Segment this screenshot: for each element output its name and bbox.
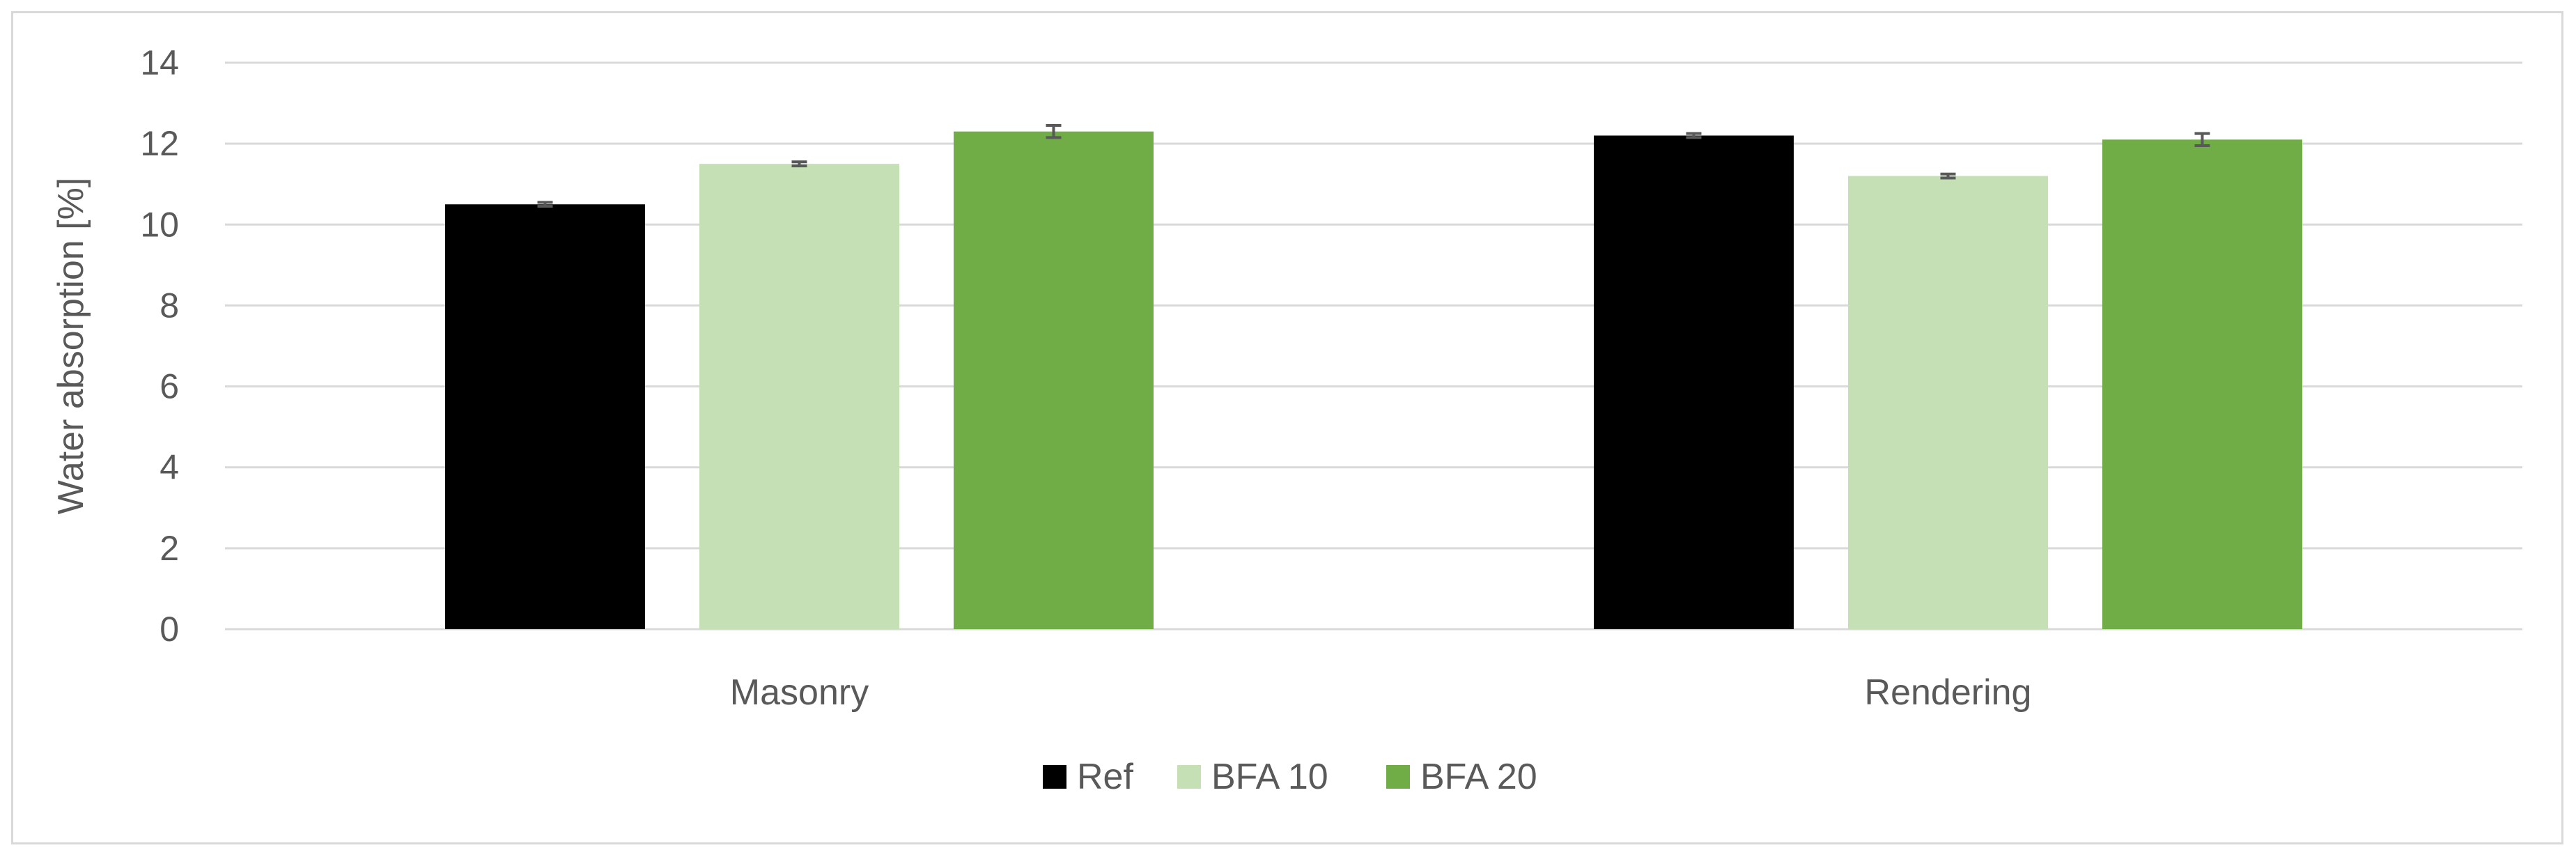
x-tick-labels: Masonry Rendering xyxy=(730,672,2032,713)
error-bar xyxy=(2194,132,2210,148)
bar xyxy=(699,164,899,629)
x-tick-label: Masonry xyxy=(730,672,869,713)
bar xyxy=(1848,176,2048,630)
bar xyxy=(954,131,1154,629)
bar xyxy=(445,204,645,629)
bars xyxy=(445,131,2302,630)
error-bar xyxy=(537,201,553,208)
y-tick-label: 10 xyxy=(140,205,179,244)
bar xyxy=(2102,139,2302,630)
y-tick-label: 2 xyxy=(160,529,179,568)
error-bar xyxy=(791,160,807,168)
legend-item: Ref xyxy=(1043,757,1133,797)
y-tick-label: 12 xyxy=(140,124,179,163)
error-bars xyxy=(537,124,2210,208)
error-bar xyxy=(1046,124,1062,139)
legend-swatch xyxy=(1043,765,1066,789)
y-tick-labels: 0 2 4 6 8 10 12 14 xyxy=(140,43,179,649)
legend-swatch xyxy=(1386,765,1410,789)
legend-swatch xyxy=(1177,765,1201,789)
y-tick-label: 6 xyxy=(160,367,179,406)
bar xyxy=(1594,135,1794,629)
y-tick-label: 14 xyxy=(140,43,179,82)
legend: Ref BFA 10 BFA 20 xyxy=(1043,757,1537,797)
y-tick-label: 4 xyxy=(160,448,179,487)
error-bar xyxy=(1686,132,1702,139)
legend-label: BFA 10 xyxy=(1211,757,1328,797)
legend-label: Ref xyxy=(1077,757,1133,797)
bar-chart: 0 2 4 6 8 10 12 14 Masonry Rendering Water absor… xyxy=(51,43,2522,797)
x-tick-label: Rendering xyxy=(1865,672,2032,713)
error-bar xyxy=(1940,172,1956,180)
y-axis-title: Water absorption [%] xyxy=(51,178,91,515)
legend-label: BFA 20 xyxy=(1420,757,1537,797)
legend-item: BFA 20 xyxy=(1386,757,1537,797)
y-tick-label: 8 xyxy=(160,286,179,325)
chart-frame: 0 2 4 6 8 10 12 14 Masonry Rendering Water absor… xyxy=(11,11,2563,844)
legend-item: BFA 10 xyxy=(1177,757,1328,797)
y-tick-label: 0 xyxy=(160,610,179,649)
